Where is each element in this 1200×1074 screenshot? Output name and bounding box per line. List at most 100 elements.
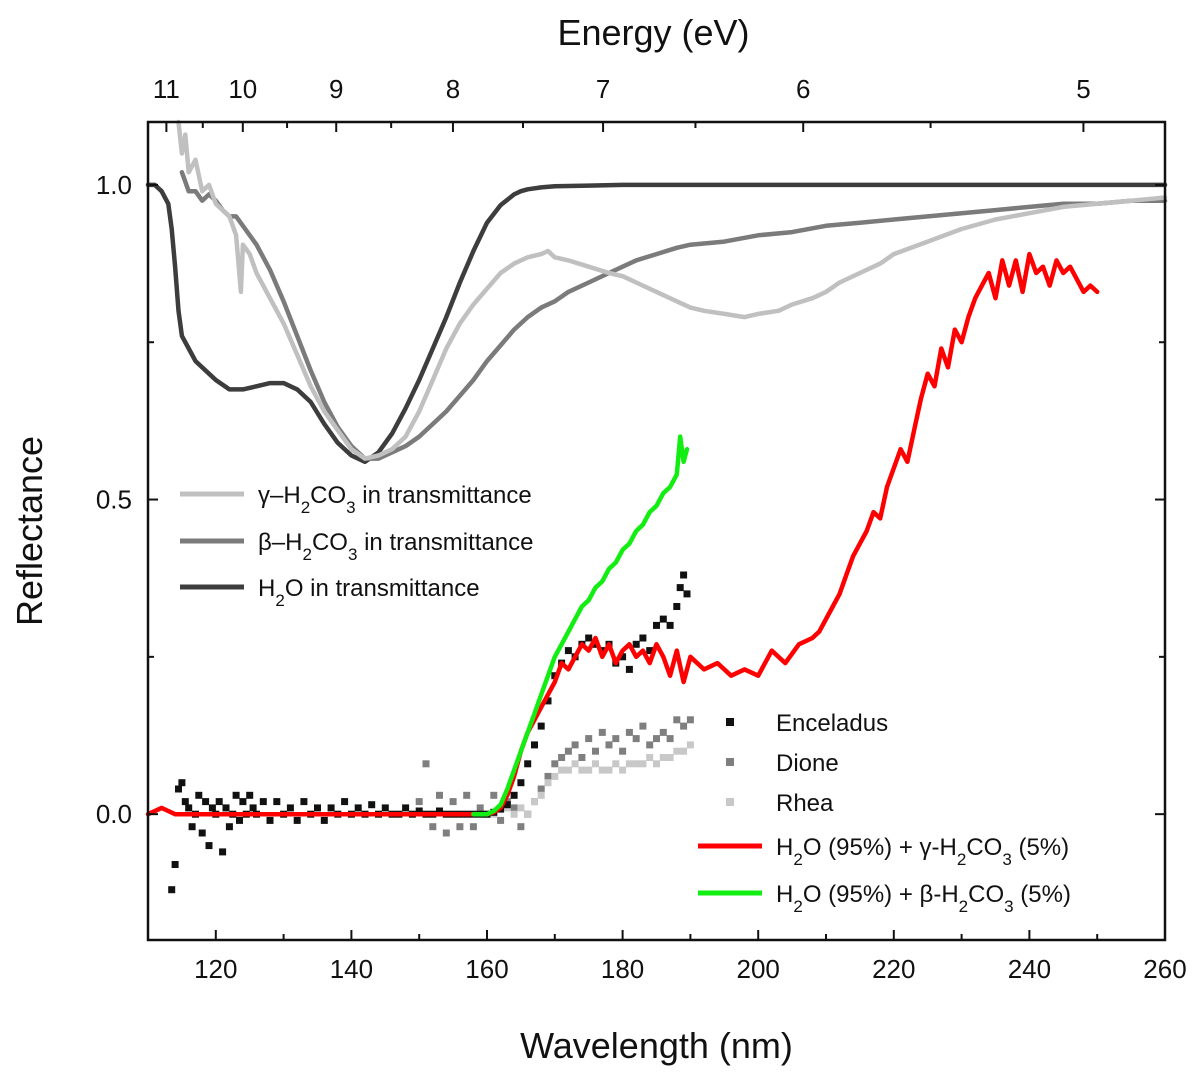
data-point-rhea	[510, 810, 518, 818]
series-dione	[415, 716, 694, 837]
energy-tick-label: 5	[1076, 74, 1090, 104]
data-point-dione	[639, 722, 647, 730]
x-tick-label: 240	[1008, 954, 1051, 984]
data-point-rhea	[537, 791, 545, 799]
legend-top: γ–H2CO3 in transmittance β–H2CO3 in trans…	[180, 482, 534, 610]
legend-label-part: (5%)	[1014, 881, 1071, 908]
energy-axis-title: Energy (eV)	[557, 12, 749, 53]
legend-swatch	[726, 718, 734, 726]
legend-label-part: H	[776, 881, 793, 908]
x-tick-label: 140	[330, 954, 373, 984]
data-point-enceladus	[314, 804, 321, 812]
legend-swatch	[726, 798, 734, 806]
data-point-dione	[564, 747, 572, 755]
legend-entry-beta-h2co3-in-transmittance: β–H2CO3 in transmittance	[180, 529, 534, 564]
data-point-rhea	[666, 754, 674, 761]
legend-label-part: (5%)	[1012, 834, 1069, 861]
data-point-enceladus	[368, 801, 376, 809]
data-point-rhea	[578, 766, 586, 774]
data-point-dione	[510, 804, 518, 812]
energy-tick-label: 7	[596, 74, 610, 104]
data-point-dione	[605, 741, 613, 749]
data-point-dione	[469, 823, 477, 831]
legend-label: γ–H2CO3 in transmittance	[258, 482, 532, 517]
data-point-enceladus	[215, 798, 223, 806]
data-point-enceladus	[680, 571, 688, 579]
legend-label-part: O (95%) + γ-H	[803, 834, 957, 861]
data-point-enceladus	[517, 779, 525, 787]
data-point-enceladus	[198, 829, 206, 837]
data-point-rhea	[632, 760, 640, 768]
legend-label-part: 2	[275, 591, 284, 610]
y-tick-label: 1.0	[96, 170, 132, 200]
data-point-rhea	[517, 804, 525, 812]
legend-label-part: 2	[301, 498, 310, 517]
data-point-dione	[544, 772, 552, 780]
legend-label-part: O in transmittance	[285, 575, 480, 602]
data-point-enceladus	[266, 816, 274, 824]
legend-label-part: 2	[959, 897, 968, 916]
legend-entry-gamma-h2co3-in-transmittance: γ–H2CO3 in transmittance	[180, 482, 532, 517]
data-point-enceladus	[236, 816, 243, 824]
data-point-dione	[429, 823, 437, 831]
legend-label: β–H2CO3 in transmittance	[258, 529, 534, 564]
data-point-enceladus	[503, 801, 511, 809]
y-tick-label: 0.5	[96, 485, 132, 515]
data-point-dione	[456, 823, 464, 831]
data-point-enceladus	[222, 804, 230, 812]
data-point-dione	[625, 728, 633, 736]
legend-label: H2O in transmittance	[258, 575, 480, 610]
energy-tick-label: 6	[796, 74, 810, 104]
data-point-dione	[436, 791, 443, 799]
plot-frame	[146, 120, 1167, 942]
data-point-enceladus	[178, 779, 186, 787]
legend-label-part: 2	[957, 850, 966, 869]
legend-label-part: β–H	[258, 529, 302, 556]
data-point-enceladus	[564, 647, 572, 655]
legend-label-part: 3	[346, 498, 355, 517]
data-point-enceladus	[208, 804, 216, 812]
series-line-gamma-h2co3-in-transmittance	[176, 119, 1168, 461]
energy-tick-label: 11	[153, 74, 180, 104]
data-point-rhea	[605, 766, 613, 774]
data-point-enceladus	[239, 798, 247, 806]
data-point-enceladus	[341, 798, 349, 806]
legend-entry-enceladus: Enceladus	[726, 710, 888, 737]
x-tick-label: 180	[601, 954, 644, 984]
data-point-enceladus	[327, 804, 335, 812]
data-point-rhea	[659, 754, 667, 761]
data-point-dione	[517, 823, 525, 831]
legend-label-part: 2	[302, 545, 311, 564]
data-point-dione	[632, 735, 640, 743]
x-axis-title: Wavelength (nm)	[520, 1025, 793, 1066]
data-point-rhea	[585, 766, 593, 774]
data-point-enceladus	[632, 640, 640, 648]
data-point-rhea	[619, 766, 627, 774]
legend-label-part: CO	[310, 482, 346, 509]
data-point-enceladus	[286, 804, 294, 812]
data-point-rhea	[524, 810, 532, 818]
data-point-rhea	[680, 747, 688, 755]
data-point-rhea	[686, 741, 694, 749]
legend-label-part: CO	[966, 834, 1002, 861]
data-point-enceladus	[175, 785, 182, 793]
data-point-enceladus	[171, 861, 179, 868]
data-point-dione	[578, 754, 586, 761]
legend-label-part: CO	[968, 881, 1004, 908]
data-point-dione	[680, 722, 688, 730]
data-point-enceladus	[544, 697, 552, 705]
x-tick-label: 200	[737, 954, 780, 984]
legend-entry-h2o-in-transmittance: H2O in transmittance	[180, 575, 480, 610]
series-layer	[145, 119, 1168, 894]
series-line-h2o-in-transmittance	[145, 182, 1168, 465]
legend-label-part: 2	[793, 850, 802, 869]
series-h2o-95-beta-h2co3-5	[471, 434, 690, 817]
data-point-dione	[619, 747, 627, 755]
data-point-enceladus	[666, 621, 674, 629]
legend-label-part: H	[258, 575, 275, 602]
energy-tick-label: 8	[446, 74, 460, 104]
data-point-enceladus	[320, 816, 328, 824]
data-point-rhea	[592, 760, 599, 768]
legend-label-part: 2	[793, 897, 802, 916]
data-point-dione	[612, 735, 620, 743]
